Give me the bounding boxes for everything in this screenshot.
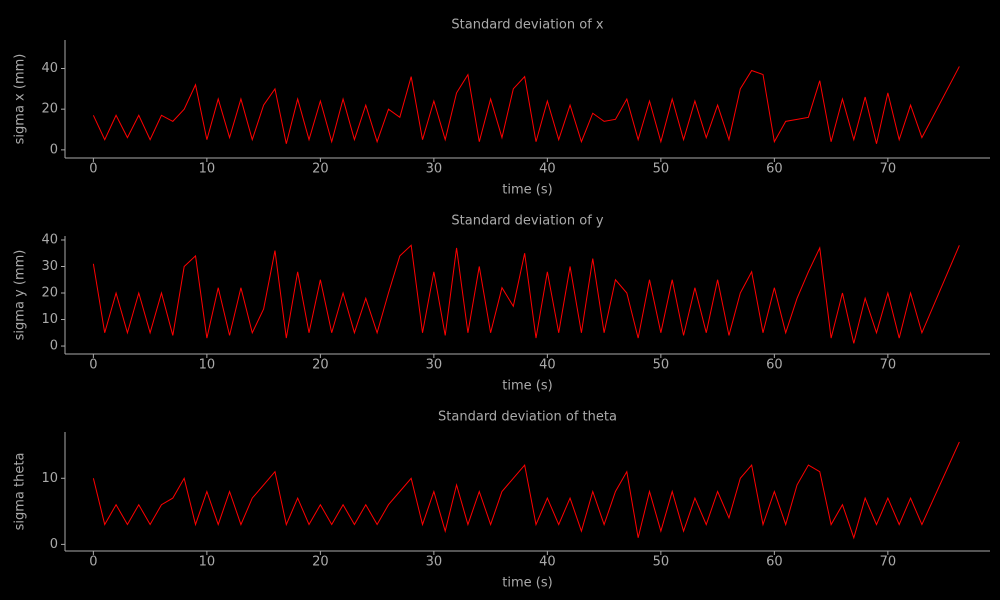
data-line <box>92 441 960 540</box>
y-tick-label: 30 <box>41 259 58 274</box>
y-tick-label: 20 <box>41 286 58 301</box>
chart-title: Standard deviation of theta <box>438 410 617 425</box>
x-tick-label: 60 <box>766 162 783 177</box>
x-tick-label: 30 <box>426 358 443 373</box>
y-tick-label: 10 <box>41 312 58 327</box>
x-tick-label: 20 <box>312 162 329 177</box>
x-axis-label: time (s) <box>502 183 552 198</box>
chart-title: Standard deviation of y <box>451 214 603 229</box>
x-axis-label: time (s) <box>502 379 552 394</box>
y-axis-label: sigma theta <box>13 453 28 531</box>
x-tick-label: 10 <box>199 555 216 570</box>
x-tick-label: 50 <box>653 162 670 177</box>
x-tick-label: 70 <box>880 555 897 570</box>
x-tick-label: 50 <box>653 358 670 373</box>
y-tick-label: 20 <box>41 102 58 117</box>
data-line <box>92 244 960 344</box>
y-tick-label: 40 <box>41 232 58 247</box>
data-line <box>92 66 960 144</box>
x-axis-label: time (s) <box>502 576 552 591</box>
x-tick-label: 40 <box>539 358 556 373</box>
x-tick-label: 10 <box>199 358 216 373</box>
chart-title: Standard deviation of x <box>451 18 603 33</box>
y-tick-label: 40 <box>41 61 58 76</box>
x-tick-label: 50 <box>653 555 670 570</box>
x-tick-label: 70 <box>880 358 897 373</box>
x-tick-label: 40 <box>539 555 556 570</box>
x-tick-label: 40 <box>539 162 556 177</box>
y-axis-label: sigma y (mm) <box>13 250 28 341</box>
x-tick-label: 20 <box>312 358 329 373</box>
x-tick-label: 0 <box>89 162 97 177</box>
x-tick-label: 10 <box>199 162 216 177</box>
y-tick-label: 10 <box>41 471 58 486</box>
y-axis-label: sigma x (mm) <box>13 54 28 145</box>
x-tick-label: 0 <box>89 555 97 570</box>
x-tick-label: 30 <box>426 555 443 570</box>
y-tick-label: 0 <box>50 537 58 552</box>
x-tick-label: 60 <box>766 358 783 373</box>
y-tick-label: 0 <box>50 142 58 157</box>
x-tick-label: 60 <box>766 555 783 570</box>
x-tick-label: 70 <box>880 162 897 177</box>
y-tick-label: 0 <box>50 339 58 354</box>
x-tick-label: 30 <box>426 162 443 177</box>
x-tick-label: 20 <box>312 555 329 570</box>
x-tick-label: 0 <box>89 358 97 373</box>
